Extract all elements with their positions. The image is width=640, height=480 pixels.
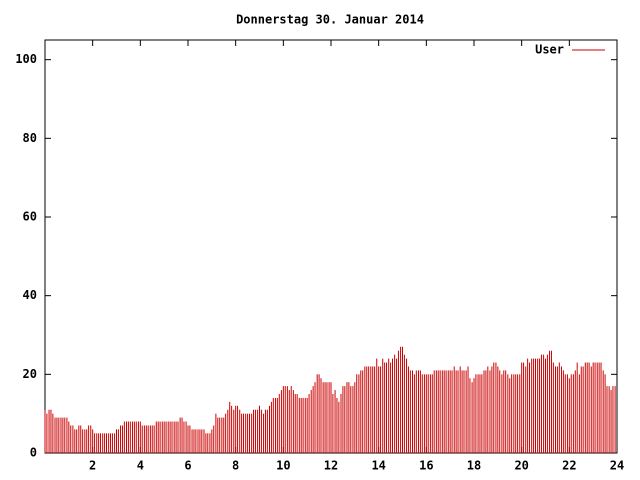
y-tick-label: 80 [23,131,37,145]
y-tick-label: 0 [30,446,37,460]
y-tick-label: 60 [23,210,37,224]
x-tick-label: 24 [610,459,624,473]
y-tick-label: 40 [23,288,37,302]
x-tick-label: 18 [467,459,481,473]
x-tick-label: 20 [514,459,528,473]
x-tick-label: 12 [324,459,338,473]
x-tick-label: 14 [371,459,385,473]
x-tick-label: 16 [419,459,433,473]
x-tick-label: 6 [184,459,191,473]
legend-label: User [535,43,564,57]
x-tick-label: 22 [562,459,576,473]
y-tick-label: 100 [15,52,37,66]
chart-title: Donnerstag 30. Januar 2014 [236,13,424,27]
x-tick-label: 2 [89,459,96,473]
y-tick-label: 20 [23,367,37,381]
x-tick-label: 8 [232,459,239,473]
x-tick-label: 4 [137,459,144,473]
x-tick-label: 10 [276,459,290,473]
